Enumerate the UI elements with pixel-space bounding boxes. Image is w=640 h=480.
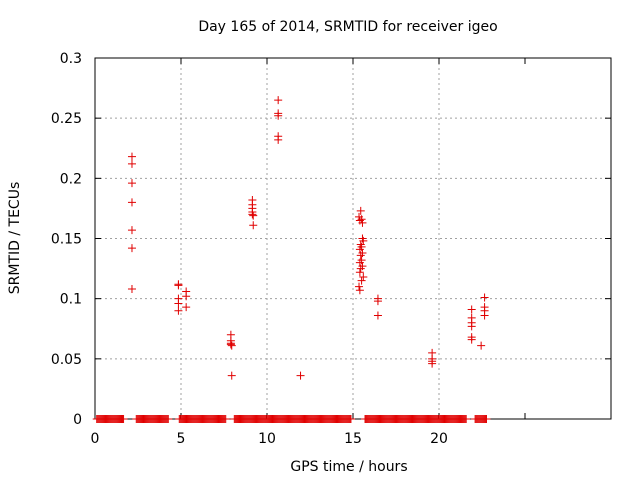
data-point <box>467 305 476 314</box>
x-tick-label: 5 <box>177 431 186 447</box>
grid <box>95 58 611 419</box>
y-tick-label: 0.25 <box>51 111 82 127</box>
zero-point <box>346 415 355 423</box>
data-point <box>357 276 366 285</box>
data-point <box>127 244 136 253</box>
data-point <box>296 371 305 380</box>
data-point <box>359 273 368 282</box>
data-point <box>480 311 489 320</box>
data-point <box>477 341 486 350</box>
x-axis-label: GPS time / hours <box>290 459 407 475</box>
data-point <box>127 226 136 235</box>
y-tick-label: 0.05 <box>51 352 82 368</box>
y-tick-label: 0.15 <box>51 232 82 248</box>
y-tick-label: 0.2 <box>60 171 82 187</box>
data-point <box>467 322 476 331</box>
zero-point <box>482 415 491 423</box>
y-tick-label: 0 <box>73 412 82 428</box>
data-point <box>174 306 183 315</box>
x-tick-label: 15 <box>344 431 362 447</box>
zero-point <box>462 415 471 423</box>
data-point <box>249 211 258 220</box>
chart-title: Day 165 of 2014, SRMTID for receiver ige… <box>198 19 497 35</box>
data-point <box>274 111 283 120</box>
data-point <box>373 311 382 320</box>
data-point <box>127 152 136 161</box>
data-point <box>355 268 364 277</box>
data-point <box>227 371 236 380</box>
data-point <box>355 286 364 295</box>
data-point <box>373 297 382 306</box>
x-tick-label: 10 <box>258 431 276 447</box>
data-point <box>355 282 364 291</box>
data-point <box>357 215 366 224</box>
data-point <box>274 96 283 105</box>
data-point <box>248 210 257 219</box>
data-point <box>174 281 183 290</box>
data-point <box>355 216 364 225</box>
data-point <box>480 293 489 302</box>
x-tick-label: 0 <box>91 431 100 447</box>
data-point <box>249 221 258 230</box>
y-tick-label: 0.3 <box>60 51 82 67</box>
data-point <box>274 135 283 144</box>
data-point <box>467 335 476 344</box>
zero-point <box>221 415 230 423</box>
data-point <box>227 341 236 350</box>
data-point <box>226 340 235 349</box>
data-point <box>182 292 191 301</box>
data-marks <box>92 96 491 423</box>
data-point <box>356 206 365 215</box>
y-tick-label: 0.1 <box>60 292 82 308</box>
data-point <box>356 251 365 260</box>
data-point <box>127 179 136 188</box>
data-point <box>127 198 136 207</box>
data-point <box>356 264 365 273</box>
x-tick-label: 20 <box>430 431 448 447</box>
zero-point <box>119 415 128 423</box>
data-point <box>428 359 437 368</box>
zero-point <box>164 415 173 423</box>
axis-ticks: 0 0.05 0.1 0.15 0.2 0.25 0.3 0 5 10 15 20 <box>51 51 611 447</box>
data-point <box>174 299 183 308</box>
data-point <box>182 303 191 312</box>
data-point <box>127 159 136 168</box>
data-point <box>127 285 136 294</box>
y-axis-label: SRMTID / TECUs <box>7 182 23 295</box>
